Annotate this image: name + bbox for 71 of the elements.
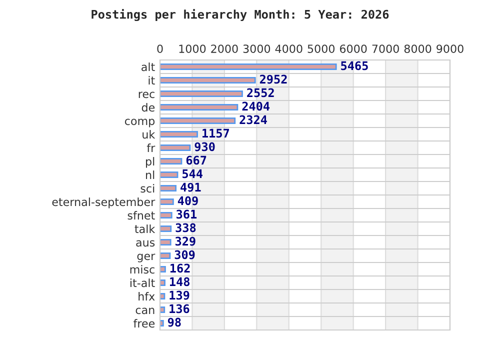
y-tick-label: hfx bbox=[138, 292, 155, 300]
y-tick-label: ger bbox=[137, 254, 156, 262]
y-tick-label: aus bbox=[136, 240, 155, 247]
bar bbox=[160, 266, 166, 273]
bar bbox=[160, 292, 166, 300]
y-tick-label: eternal-september bbox=[52, 198, 156, 208]
y-tick-label: pl bbox=[146, 157, 154, 168]
bar bbox=[160, 306, 166, 314]
y-tick-label: uk bbox=[142, 130, 156, 139]
y-tick-label: comp bbox=[124, 118, 155, 128]
data-label: 409 bbox=[178, 196, 198, 206]
data-label: 148 bbox=[170, 277, 190, 286]
bar bbox=[160, 212, 172, 219]
data-label: 1157 bbox=[202, 128, 229, 138]
y-tick-label: it-alt bbox=[130, 278, 155, 288]
data-label: 136 bbox=[170, 304, 190, 314]
data-label: 309 bbox=[174, 250, 195, 260]
y-tick-label: de bbox=[142, 103, 155, 112]
bar bbox=[160, 76, 256, 84]
bar bbox=[160, 238, 172, 246]
data-label: 162 bbox=[170, 264, 190, 273]
x-tick-label: 8000 bbox=[404, 44, 432, 53]
x-tick-label: 7000 bbox=[372, 44, 399, 53]
data-label: 2324 bbox=[240, 115, 267, 124]
bar bbox=[160, 320, 164, 327]
x-tick-label: 5000 bbox=[308, 44, 335, 53]
y-tick-label: can bbox=[136, 308, 154, 314]
bar bbox=[160, 90, 243, 98]
x-tick-label: 3000 bbox=[243, 44, 270, 53]
data-label: 361 bbox=[176, 210, 197, 219]
bar bbox=[160, 63, 337, 70]
bar bbox=[160, 184, 177, 192]
y-tick-label: misc bbox=[130, 265, 154, 274]
data-label: 930 bbox=[194, 142, 215, 152]
x-tick-label: 2000 bbox=[211, 44, 238, 53]
bar bbox=[160, 144, 191, 152]
chart-title: Postings per hierarchy Month: 5 Year: 2026 bbox=[92, 9, 389, 22]
bar bbox=[160, 158, 182, 165]
y-tick-label: fr bbox=[146, 144, 156, 152]
bar bbox=[160, 130, 198, 138]
bar bbox=[160, 171, 178, 178]
y-tick-label: free bbox=[133, 319, 155, 328]
x-tick-label: 9000 bbox=[436, 44, 464, 53]
data-label: 667 bbox=[186, 156, 206, 165]
data-label: 329 bbox=[175, 236, 196, 246]
data-label: 139 bbox=[170, 290, 190, 300]
bar bbox=[160, 104, 238, 111]
data-label: 2952 bbox=[260, 74, 287, 84]
data-label: 5465 bbox=[341, 61, 368, 70]
y-tick-label: alt bbox=[142, 62, 155, 72]
y-tick-label: it bbox=[148, 76, 155, 84]
data-label: 338 bbox=[176, 223, 196, 232]
y-tick-label: sfnet bbox=[128, 211, 155, 220]
x-tick-label: 4000 bbox=[275, 44, 302, 53]
bar bbox=[160, 279, 166, 286]
bar bbox=[160, 117, 236, 124]
x-tick-label: 6000 bbox=[340, 44, 367, 53]
y-tick-label: nl bbox=[146, 170, 154, 179]
x-tick-label: 0 bbox=[157, 44, 163, 53]
data-label: 98 bbox=[168, 318, 181, 327]
bar bbox=[160, 252, 171, 260]
data-label: 2404 bbox=[242, 102, 270, 111]
bar bbox=[160, 225, 172, 232]
y-tick-label: sci bbox=[140, 184, 154, 193]
y-tick-label: talk bbox=[134, 224, 156, 234]
data-label: 2552 bbox=[247, 88, 274, 98]
data-label: 491 bbox=[180, 182, 201, 192]
bar bbox=[160, 198, 174, 206]
data-label: 544 bbox=[182, 169, 202, 178]
x-tick-label: 1000 bbox=[179, 44, 206, 53]
y-tick-label: rec bbox=[138, 92, 154, 98]
